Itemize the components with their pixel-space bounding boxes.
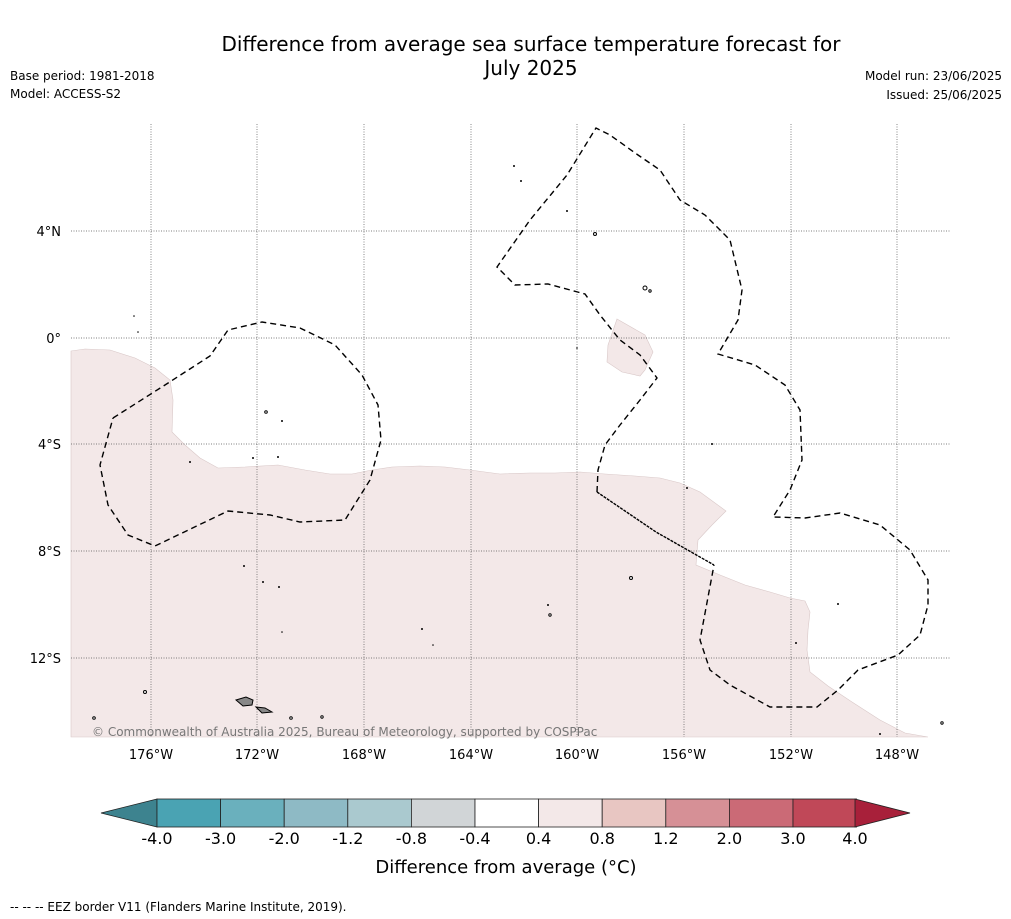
graticule — [71, 124, 950, 737]
lon-label: 168°W — [342, 748, 386, 763]
islet-dot — [281, 420, 283, 422]
anomaly-field — [70, 318, 929, 738]
lon-label: 152°W — [769, 748, 813, 763]
colorbar-segment — [665, 798, 730, 828]
islands — [92, 232, 944, 725]
islet-dot — [252, 457, 254, 459]
colorbar-extend-low — [100, 798, 158, 828]
colorbar-label: -2.0 — [269, 829, 300, 848]
island-dots — [133, 165, 881, 735]
colorbar-extend-high — [854, 798, 911, 828]
anomaly-region-south — [70, 348, 929, 738]
islet-dot — [547, 604, 549, 606]
island-samoa-upolu — [254, 706, 274, 714]
islet-dot — [133, 315, 135, 317]
colorbar-label: -3.0 — [205, 829, 236, 848]
island-swains — [143, 690, 147, 694]
island-kiritimati — [593, 232, 597, 236]
islet-dot — [421, 628, 423, 630]
island-misc-1 — [320, 715, 324, 719]
map-title-line1: Difference from average sea surface temp… — [221, 32, 841, 56]
island-jarvis — [642, 285, 648, 291]
base-period: Base period: 1981-2018 — [10, 69, 155, 83]
colorbar-segment — [156, 798, 221, 828]
lon-label: 156°W — [662, 748, 706, 763]
islet-dot — [277, 456, 279, 458]
islet-dot — [566, 210, 568, 212]
colorbar-segment — [474, 798, 539, 828]
colorbar-labels: -4.0 -3.0 -2.0 -1.2 -0.8 -0.4 0.4 0.8 1.… — [141, 829, 867, 848]
islet-dot — [189, 461, 191, 463]
lat-label: 4°S — [38, 438, 61, 453]
colorbar-label: 0.4 — [526, 829, 551, 848]
islet-dot — [432, 644, 434, 646]
colorbar-segment — [220, 798, 285, 828]
model-name: Model: ACCESS-S2 — [10, 87, 122, 101]
eez-legend-note: -- -- -- EEZ border V11 (Flanders Marine… — [10, 900, 347, 914]
issued-date: Issued: 25/06/2025 — [886, 88, 1002, 102]
islet-dot — [837, 603, 839, 605]
lon-label: 164°W — [449, 748, 493, 763]
island-starbuck — [629, 576, 633, 580]
colorbar-segment — [410, 798, 476, 828]
lat-label: 12°S — [30, 652, 61, 667]
colorbar-label: -4.0 — [141, 829, 172, 848]
islet-dot — [262, 581, 264, 583]
colorbar-label: 1.2 — [653, 829, 678, 848]
islet-dot — [281, 631, 283, 633]
colorbar-segment — [729, 798, 794, 828]
island-malden — [648, 289, 652, 293]
colorbar-label: -0.8 — [396, 829, 427, 848]
eez-borders — [99, 127, 929, 708]
island-misc-2 — [940, 721, 944, 725]
island-tutuila — [289, 716, 293, 720]
islet-dot — [711, 443, 713, 445]
islet-dot — [137, 331, 139, 333]
island-manihiki — [548, 613, 552, 617]
islet-dot — [243, 565, 245, 567]
colorbar-segment — [601, 798, 667, 828]
eez-phoenix-islands — [99, 321, 382, 547]
map-title-line2: July 2025 — [484, 56, 578, 80]
colorbar-label: 3.0 — [780, 829, 805, 848]
model-run: Model run: 23/06/2025 — [864, 69, 1002, 83]
islet-dot — [513, 165, 515, 167]
colorbar-title: Difference from average (°C) — [375, 857, 636, 878]
colorbar-segment — [283, 798, 349, 828]
colorbar-segment — [538, 798, 603, 828]
colorbar-label: 4.0 — [842, 829, 867, 848]
islet-dot — [520, 180, 522, 182]
islet-dot — [576, 347, 578, 349]
islet-dot — [879, 733, 881, 735]
lon-label: 176°W — [129, 748, 173, 763]
colorbar-label: 2.0 — [717, 829, 742, 848]
lon-labels: 176°W 172°W 168°W 164°W 160°W 156°W 152°… — [129, 748, 919, 763]
colorbar-segment — [792, 798, 857, 828]
map-credit: © Commonwealth of Australia 2025, Bureau… — [92, 725, 597, 739]
lat-label: 4°N — [37, 225, 62, 240]
islet-dot — [278, 586, 280, 588]
lon-label: 148°W — [875, 748, 919, 763]
colorbar-segment — [347, 798, 412, 828]
island-wallis — [92, 716, 96, 720]
colorbar-label: -1.2 — [332, 829, 363, 848]
colorbar-label: -0.4 — [459, 829, 490, 848]
colorbar: -4.0 -3.0 -2.0 -1.2 -0.8 -0.4 0.4 0.8 1.… — [100, 798, 911, 878]
lon-label: 172°W — [235, 748, 279, 763]
lat-label: 8°S — [38, 545, 61, 560]
eez-line-islands — [496, 127, 929, 708]
lon-label: 160°W — [555, 748, 599, 763]
islet-dot — [686, 487, 688, 489]
island-nukunonu — [264, 410, 268, 414]
island-samoa-savaii — [234, 696, 254, 707]
lat-labels: 4°N 0° 4°S 8°S 12°S — [30, 225, 61, 667]
islet-dot — [795, 642, 797, 644]
lat-label: 0° — [46, 332, 61, 347]
colorbar-segments — [100, 798, 911, 828]
colorbar-label: 0.8 — [589, 829, 614, 848]
